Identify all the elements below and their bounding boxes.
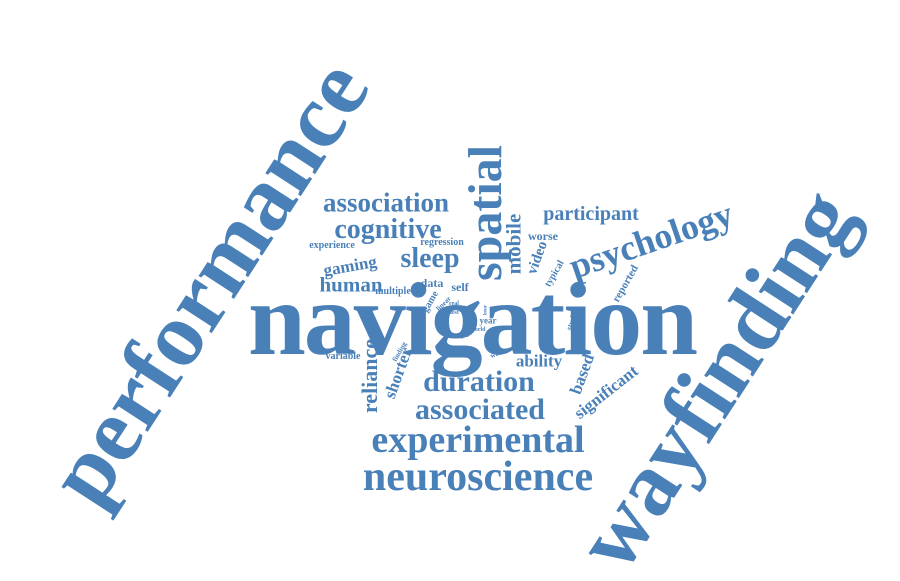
word-sleep: sleep [400, 243, 460, 274]
word-association: association [322, 187, 450, 218]
word-self: self [451, 280, 469, 294]
word-real: real [449, 301, 459, 307]
word-night: night [455, 333, 469, 339]
word-human: human [319, 272, 383, 297]
word-hour: hour [483, 304, 489, 316]
word-reliance: reliance [357, 338, 382, 414]
word-quest: quest [445, 310, 459, 316]
word-mobile: mobile [501, 213, 526, 275]
word-associated: associated [415, 393, 545, 426]
word-world: world [470, 327, 486, 333]
word-experience: experience [309, 240, 355, 251]
word-multiple: multiple [375, 286, 411, 297]
word-cognitive: cognitive [334, 214, 442, 245]
word-neuroscience: neuroscience [362, 454, 594, 500]
word-data: data [420, 276, 444, 290]
word-worse: worse [528, 229, 558, 243]
word-participant: participant [543, 203, 639, 225]
word-experimental: experimental [371, 419, 585, 461]
word-variable: variable [325, 351, 361, 362]
word-navigation: navigation [247, 262, 698, 377]
word-regression: regression [420, 237, 464, 248]
word-ability: ability [515, 351, 563, 371]
word-duration: duration [423, 365, 535, 398]
word-year: year [479, 315, 497, 326]
